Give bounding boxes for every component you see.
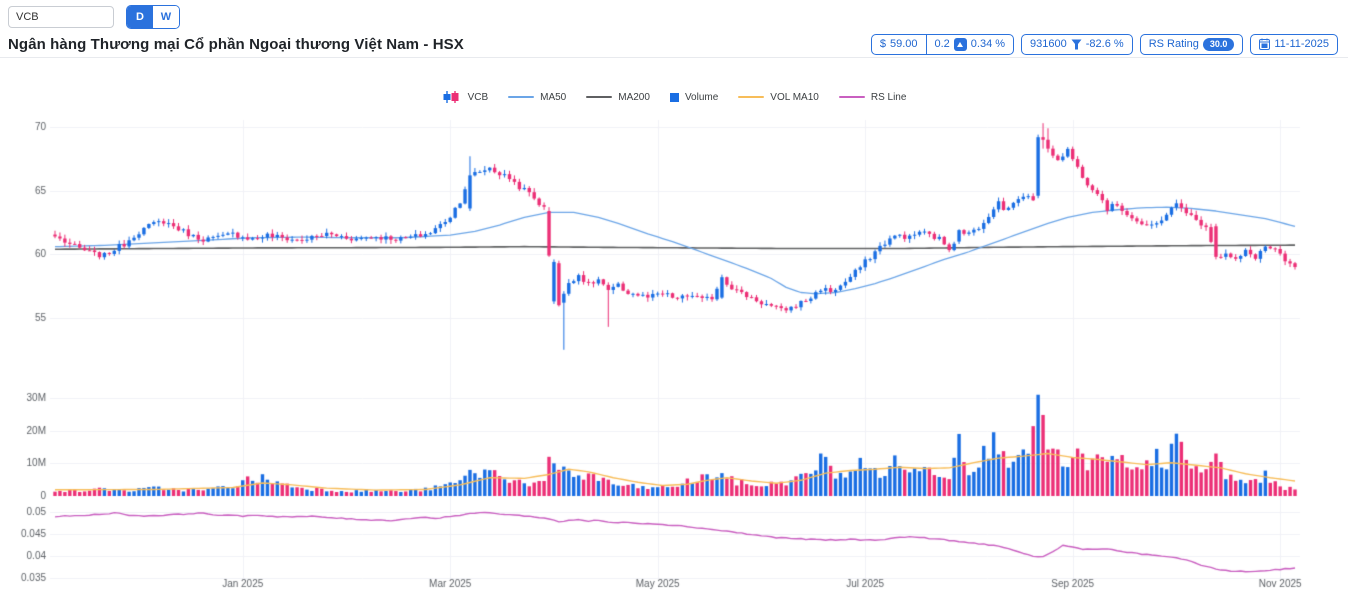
legend-label: VCB [467, 91, 489, 103]
legend-item-vcb[interactable]: VCB [442, 91, 489, 103]
price-volume-rs-chart-canvas[interactable] [0, 62, 1348, 594]
legend-label: Volume [684, 91, 719, 103]
rs-rating-badge[interactable]: RS Rating 30.0 [1139, 33, 1244, 55]
legend-item-volume[interactable]: Volume [669, 91, 719, 103]
price-value: 59.00 [889, 38, 918, 50]
candlestick-icon [442, 91, 462, 103]
ma200-line-icon [586, 96, 613, 98]
legend-item-ma50[interactable]: MA50 [508, 92, 566, 103]
page-title: Ngân hàng Thương mại Cổ phần Ngoại thươn… [8, 35, 464, 53]
vol-ma10-line-icon [738, 96, 765, 98]
symbol-input[interactable] [8, 6, 114, 28]
chart-legend: VCB MA50 MA200 Volume VOL MA10 RS Line [0, 91, 1348, 103]
date-value: 11-11-2025 [1274, 38, 1329, 50]
header-divider [0, 57, 1348, 58]
legend-label: MA50 [540, 91, 567, 103]
legend-item-vol-ma10[interactable]: VOL MA10 [738, 92, 819, 103]
title-row: Ngân hàng Thương mại Cổ phần Ngoại thươn… [0, 32, 1348, 56]
volume-badge[interactable]: 931600 -82.6 % [1021, 33, 1133, 55]
volume-square-icon [669, 92, 679, 102]
calendar-icon [1259, 38, 1271, 50]
timeframe-day-button[interactable]: D [127, 6, 153, 28]
legend-item-ma200[interactable]: MA200 [586, 92, 650, 103]
up-triangle-icon [953, 37, 967, 51]
rs-rating-value: 30.0 [1202, 37, 1235, 51]
legend-item-rs-line[interactable]: RS Line [838, 91, 907, 103]
change-value: 0.2 [934, 38, 950, 50]
price-prefix: $ [879, 38, 886, 50]
price-change-badge[interactable]: $ 59.00 0.2 0.34 % [870, 33, 1015, 55]
legend-label: RS Line [870, 91, 907, 103]
ma50-line-icon [508, 96, 535, 98]
rs-rating-label: RS Rating [1148, 38, 1199, 50]
volume-filter-icon [1071, 39, 1082, 50]
timeframe-week-button[interactable]: W [153, 6, 179, 28]
volume-value: 931600 [1030, 38, 1067, 50]
toolbar: D W [8, 5, 180, 29]
legend-label: MA200 [618, 91, 650, 103]
timeframe-toggle: D W [126, 5, 180, 29]
legend-label: VOL MA10 [770, 91, 819, 103]
stat-badges: $ 59.00 0.2 0.34 % 931600 -82.6 % [870, 33, 1338, 55]
change-percent: 0.34 % [970, 38, 1006, 50]
date-badge[interactable]: 11-11-2025 [1250, 33, 1338, 55]
rs-line-icon [838, 96, 865, 98]
volume-change-percent: -82.6 % [1085, 38, 1124, 50]
